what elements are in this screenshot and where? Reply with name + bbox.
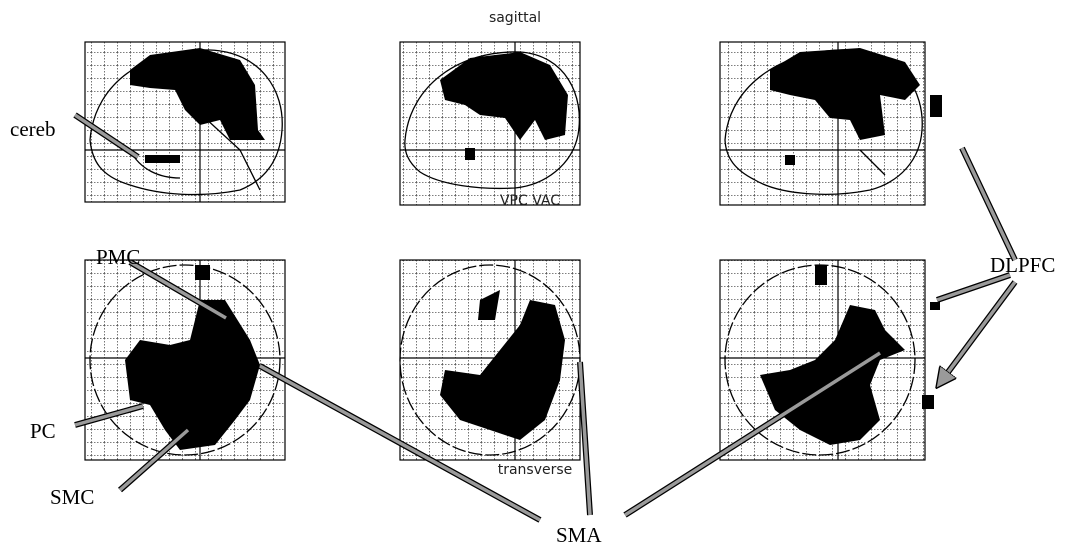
annotation: SMA: [556, 523, 602, 547]
view-label: VPC VAC: [500, 193, 560, 209]
view-label: sagittal: [489, 10, 541, 26]
annotation: DLPFC: [990, 253, 1055, 277]
annotation: PMC: [96, 245, 140, 269]
annotation: cereb: [10, 117, 55, 141]
panel-bottom-right: [720, 260, 940, 460]
annotation: SMC: [50, 485, 94, 509]
panel-top-right: [720, 42, 942, 205]
panel-bottom-center: [400, 260, 580, 460]
view-label: transverse: [498, 462, 573, 478]
annotation: PC: [30, 419, 56, 443]
figure: sagittal VPC VAC transverse cereb PMC PC…: [0, 0, 1080, 547]
panel-top-left: [85, 42, 285, 202]
panel-top-center: [400, 42, 580, 205]
